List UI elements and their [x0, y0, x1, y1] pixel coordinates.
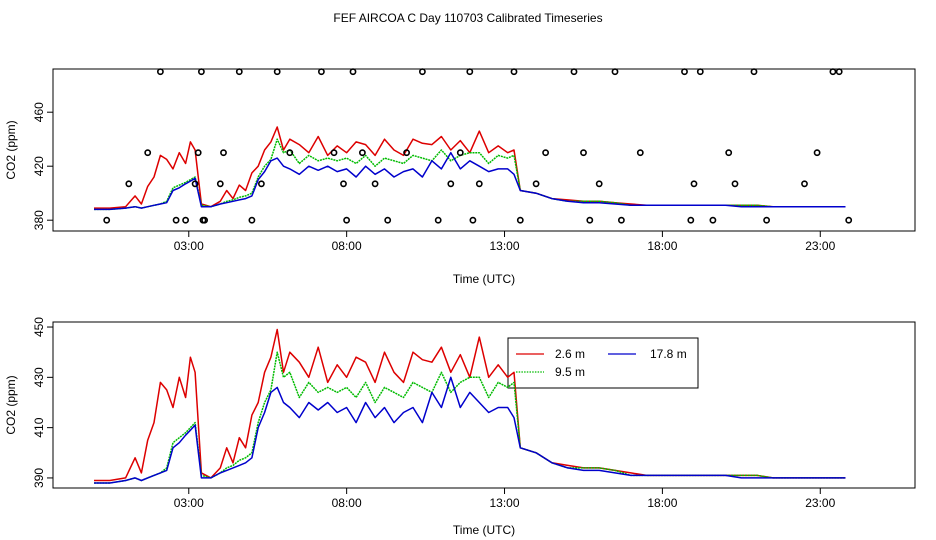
panel-1-point-marker: [286, 149, 294, 157]
panel-1-point-marker: [220, 149, 227, 157]
panel-1-point-marker: [197, 68, 205, 76]
legend-box: [507, 337, 699, 389]
panel-1-point-marker: [829, 68, 837, 76]
panel-1-point-marker: [687, 216, 695, 224]
panel-1-point-marker: [580, 149, 587, 157]
panel-1-series-2-6-m: [94, 126, 846, 209]
panel-1-point-marker: [595, 180, 603, 188]
panel-1-point-marker: [586, 216, 594, 224]
panel-1-point-marker: [418, 68, 426, 76]
panel-1-point-marker: [636, 149, 644, 157]
panel-1-x-tick-label: 03:00: [174, 239, 204, 253]
panel-1-point-marker: [447, 180, 455, 188]
panel-2-x-tick-label: 08:00: [332, 496, 362, 510]
panel-1-point-marker: [801, 180, 808, 188]
panel-2-frame: [52, 321, 916, 489]
panel-1-point-marker: [343, 216, 350, 224]
panel-1-point-marker: [434, 216, 442, 224]
panel-1-x-tick-label: 13:00: [490, 239, 520, 253]
panel-1-point-marker: [235, 68, 243, 76]
panel-2-y-tick-label: 430: [32, 367, 46, 387]
panel-1-point-marker: [273, 68, 281, 76]
panel-1-point-marker: [845, 216, 853, 224]
panel-1-point-marker: [144, 149, 152, 157]
panel-1-point-marker: [257, 180, 265, 188]
panel-1-point-marker: [201, 216, 208, 224]
panel-1-x-axis-label: Time (UTC): [453, 272, 515, 286]
panel-2-x-tick-label: 18:00: [647, 496, 677, 510]
panel-1-point-marker: [618, 216, 625, 224]
panel-1-point-marker: [466, 68, 474, 76]
panel-1-x-tick-label: 08:00: [332, 239, 362, 253]
panel-2-x-tick-label: 03:00: [174, 496, 204, 510]
panel-1-point-marker: [690, 180, 698, 188]
panel-1-point-marker: [542, 149, 549, 157]
panel-1-point-marker: [191, 180, 199, 188]
panel-1-point-marker: [125, 180, 133, 188]
legend-label-9-5m: 9.5 m: [555, 365, 585, 379]
panel-2-x-axis-label: Time (UTC): [453, 523, 515, 537]
panel-1-point-marker: [611, 68, 619, 76]
panel-1-point-marker: [340, 180, 347, 188]
panel-2-series-2-6-m: [94, 328, 846, 482]
panel-1-point-marker: [750, 68, 758, 76]
legend-label-17-8m: 17.8 m: [650, 347, 687, 361]
figure-title: FEF AIRCOA C Day 110703 Calibrated Times…: [333, 11, 602, 25]
panel-1-point-marker: [358, 149, 366, 157]
panel-1-point-marker: [570, 68, 578, 76]
panel-1-y-tick-label: 420: [32, 156, 46, 176]
panel-1-y-tick-label: 460: [32, 102, 46, 122]
panel-1-point-marker: [182, 216, 189, 224]
panel-2-series-9-5-m: [94, 351, 846, 484]
panel-1-point-marker: [194, 149, 202, 157]
panel-2-series-17-8-m: [94, 376, 846, 484]
panel-1-point-marker: [510, 68, 518, 76]
panel-1-point-marker: [248, 216, 256, 224]
panel-2-y-tick-label: 450: [32, 317, 46, 337]
panel-1-frame: [52, 68, 916, 232]
panel-1-point-marker: [156, 68, 164, 76]
panel-1-point-marker: [475, 180, 483, 188]
panel-1-point-marker: [403, 149, 410, 157]
panel-2-x-tick-label: 13:00: [490, 496, 520, 510]
panel-1-point-marker: [696, 68, 704, 76]
panel-1-x-tick-label: 23:00: [805, 239, 835, 253]
panel-1-point-marker: [516, 216, 524, 224]
panel-1-point-marker: [725, 149, 733, 157]
panel-1-series-17-8-m: [94, 151, 846, 211]
legend-label-2-6m: 2.6 m: [555, 347, 585, 361]
panel-1-point-marker: [103, 216, 111, 224]
legend: 2.6 m 17.8 m 9.5 m: [507, 337, 699, 389]
panel-2-y-tick-label: 410: [32, 417, 46, 437]
panel-1-point-marker: [813, 149, 821, 157]
panel-1-point-marker: [709, 216, 717, 224]
panel-1-point-marker: [371, 180, 379, 188]
panel-1-point-marker: [349, 68, 357, 76]
panel-1-point-marker: [330, 149, 338, 157]
panel-1-point-marker: [681, 68, 688, 76]
panel-1-point-marker: [469, 216, 477, 224]
panel-1-point-marker: [317, 68, 325, 76]
panel-1-y-tick-label: 380: [32, 210, 46, 230]
panel-1-point-marker: [456, 149, 464, 157]
panel-1-series-9-5-m: [94, 138, 846, 211]
panel-1-point-marker: [763, 216, 770, 224]
panel-1-point-marker: [216, 180, 224, 188]
panel-1-point-marker: [731, 180, 739, 188]
panel-1-point-marker: [835, 68, 843, 76]
panel-1-point-marker: [532, 180, 540, 188]
panel-1-point-marker: [384, 216, 392, 224]
panel-2-y-axis-label: CO2 (ppm): [4, 375, 18, 434]
panel-1-point-marker: [172, 216, 180, 224]
panel-1-x-tick-label: 18:00: [647, 239, 677, 253]
panel-2-y-tick-label: 390: [32, 468, 46, 488]
panel-1-y-axis-label: CO2 (ppm): [4, 120, 18, 179]
panel-2-x-tick-label: 23:00: [805, 496, 835, 510]
